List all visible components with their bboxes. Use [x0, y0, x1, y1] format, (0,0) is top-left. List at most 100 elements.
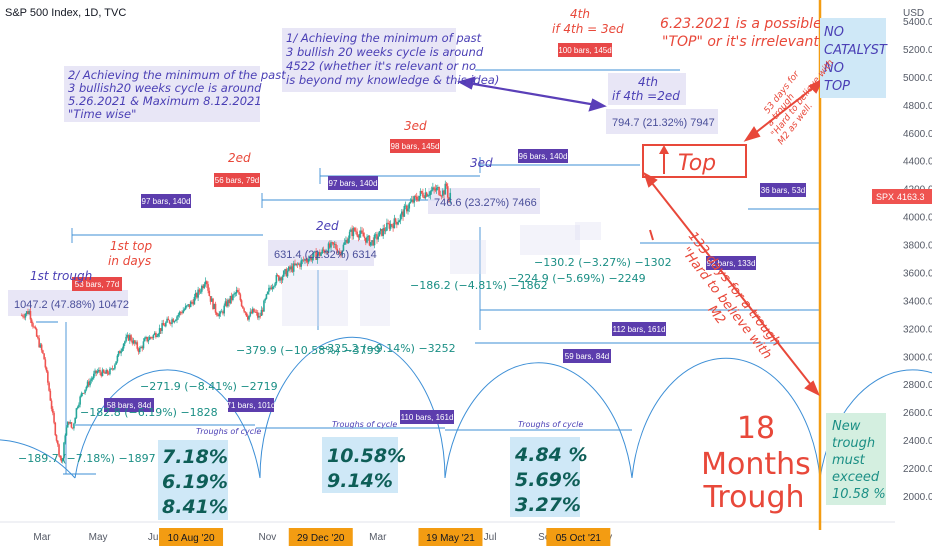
candle-body	[117, 351, 120, 356]
red-arrows	[643, 77, 825, 397]
candle-body	[408, 203, 411, 209]
candle-body	[110, 368, 112, 370]
candle-body	[253, 308, 255, 312]
candle-body	[79, 396, 81, 405]
candle-body	[424, 192, 427, 199]
date-highlight	[159, 528, 224, 546]
bar-tag: 110 bars, 161d	[401, 413, 454, 422]
candle-body	[191, 301, 193, 303]
candle-body	[215, 312, 218, 315]
candle-body	[275, 275, 278, 284]
candle-body	[405, 205, 408, 212]
candle-body	[353, 228, 356, 231]
candle-body	[305, 259, 307, 262]
candle-body	[174, 320, 177, 322]
date-highlight	[546, 528, 611, 546]
candle-body	[112, 368, 115, 370]
pct-box-1: Troughs of cycle 7.18% 6.19% 8.41%	[158, 427, 261, 520]
candle-body	[27, 311, 29, 315]
eighteen-months-note: 18 Months Trough	[701, 411, 811, 515]
candle-body	[225, 301, 228, 307]
candle-body	[415, 196, 418, 200]
candle-body	[170, 323, 172, 324]
price-candles	[20, 180, 452, 464]
candle-body	[296, 263, 299, 265]
candle-body	[265, 294, 268, 299]
candle-body	[94, 370, 96, 374]
candle-body	[255, 312, 258, 313]
pct-box-3: Troughs of cycle 4.84 % 5.69% 3.27%	[510, 420, 588, 517]
candle-body	[367, 235, 370, 237]
cycle-labels: 1st trough 1st top in days 2ed 2ed 3ed 3…	[30, 7, 686, 283]
candle-body	[251, 308, 254, 314]
no-catalyst-line: TOP	[824, 79, 850, 94]
top-label: Top	[678, 151, 716, 176]
label-1st-top: 1st top	[110, 239, 152, 253]
price-tick-label: 3600.0	[903, 268, 932, 279]
trough-133-note: 133 days for a trough "Hard to believe w…	[678, 229, 784, 362]
candle-body	[343, 242, 346, 245]
candle-body	[40, 344, 43, 351]
candle-body	[60, 457, 63, 462]
candle-body	[228, 299, 230, 304]
candle-body	[393, 218, 396, 229]
candle-body	[391, 224, 393, 226]
candle-body	[374, 234, 377, 236]
label-4th-b: 4th	[638, 75, 658, 89]
candle-body	[248, 315, 250, 320]
candle-body	[222, 311, 224, 314]
price-tick-label: 3200.0	[903, 324, 932, 335]
candle-body	[81, 392, 84, 394]
candle-body	[34, 327, 37, 329]
candle-body	[90, 379, 93, 381]
candle-body	[322, 249, 325, 251]
candle-body	[85, 386, 88, 390]
candle-body	[247, 316, 249, 320]
candle-body	[86, 381, 89, 387]
candle-body	[340, 251, 342, 256]
candle-body	[71, 427, 74, 429]
candle-body	[286, 270, 289, 277]
pct-value: 7.18%	[162, 446, 228, 468]
label-2ed-trough: 2ed	[316, 219, 339, 233]
candle-body	[35, 328, 38, 337]
note-3-line: 6.23.2021 is a possible	[660, 16, 822, 32]
price-axis[interactable]: 5400.05200.05000.04800.04600.04400.04200…	[903, 17, 932, 503]
candle-body	[407, 208, 409, 212]
candle-body	[220, 311, 223, 313]
measure-up: 631.4 (21.32%) 6314	[274, 249, 377, 261]
candle-body	[351, 229, 353, 237]
candle-body	[107, 373, 110, 375]
candle-body	[69, 422, 71, 424]
candle-body	[173, 321, 176, 323]
candle-body	[371, 240, 373, 243]
candle-body	[392, 225, 394, 229]
candle-body	[245, 312, 248, 317]
candle-body	[244, 311, 247, 313]
candle-body	[434, 188, 437, 191]
bar-tag: 36 bars, 53d	[761, 186, 805, 195]
candle-body	[378, 231, 381, 237]
candle-body	[43, 353, 45, 360]
candle-body	[230, 295, 233, 301]
troughs-of-cycle-label: Troughs of cycle	[518, 420, 583, 429]
trough-133-line: 133 days for a trough	[685, 229, 784, 349]
candle-body	[327, 243, 330, 253]
candle-body	[145, 336, 147, 339]
price-tick-label: 3400.0	[903, 296, 932, 307]
price-tick-label: 2400.0	[903, 436, 932, 447]
bar-tag: 56 bars, 79d	[215, 176, 259, 185]
price-tick-label: 2000.0	[903, 492, 932, 503]
candle-body	[45, 367, 48, 372]
candle-body	[259, 315, 262, 317]
bar-tag: 97 bars, 140d	[142, 197, 191, 206]
time-axis[interactable]: MarMayJulSepNovMarJulSepNov10 Aug '2029 …	[33, 528, 612, 546]
candle-body	[403, 205, 406, 217]
candle-body	[350, 229, 352, 232]
pct-value: 10.58%	[327, 445, 406, 467]
candle-body	[207, 284, 209, 291]
candle-body	[357, 235, 360, 238]
candle-body	[430, 190, 433, 192]
candle-body	[25, 311, 28, 315]
